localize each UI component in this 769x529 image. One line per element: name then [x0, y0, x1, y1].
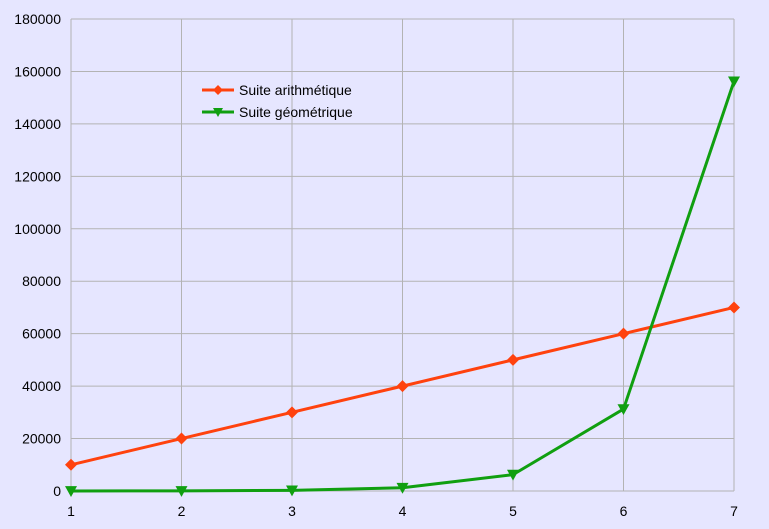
data-point-1: [286, 485, 298, 497]
data-point-0: [617, 327, 630, 340]
legend-label-geo: Suite géométrique: [239, 104, 353, 120]
y-axis-tick-labels: 0 20000 40000 60000 80000 100000 120000 140000 1…: [14, 11, 61, 499]
legend-label-arith: Suite arithmétique: [239, 82, 352, 98]
data-point-0: [286, 406, 298, 419]
y-tick-label: 120000: [14, 168, 61, 184]
y-tick-label: 40000: [22, 378, 61, 394]
y-tick-label: 0: [53, 483, 61, 499]
data-point-1: [728, 76, 740, 88]
data-point-1: [175, 486, 188, 497]
x-tick-label: 3: [288, 503, 296, 519]
data-point-0: [396, 380, 409, 393]
data-point-1: [65, 486, 77, 497]
y-tick-label: 140000: [14, 116, 61, 132]
y-tick-label: 80000: [22, 273, 61, 289]
y-tick-label: 20000: [22, 431, 61, 447]
y-tick-label: 160000: [14, 63, 61, 79]
data-point-0: [65, 458, 77, 471]
data-point-0: [175, 432, 188, 445]
x-tick-label: 6: [620, 503, 628, 519]
x-tick-label: 7: [730, 503, 738, 519]
y-tick-label: 60000: [22, 326, 61, 342]
y-tick-label: 180000: [14, 11, 61, 27]
data-point-1: [396, 482, 409, 494]
x-tick-label: 4: [399, 503, 407, 519]
x-tick-label: 2: [178, 503, 186, 519]
data-point-0: [507, 353, 519, 366]
x-tick-label: 5: [509, 503, 517, 519]
legend-marker-geo: [213, 108, 223, 117]
data-point-1: [507, 469, 519, 481]
data-point-0: [728, 301, 740, 314]
series-group: [65, 76, 740, 497]
x-axis-tick-labels: 1 2 3 4 5 6 7: [67, 503, 738, 519]
legend-marker-arith: [213, 85, 223, 95]
data-point-1: [617, 404, 630, 416]
legend: Suite arithmétique Suite géométrique: [202, 82, 353, 120]
y-tick-label: 100000: [14, 221, 61, 237]
x-tick-label: 1: [67, 503, 75, 519]
